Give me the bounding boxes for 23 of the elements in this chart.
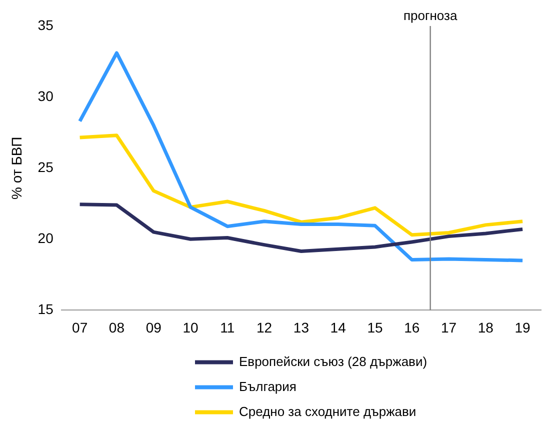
x-tick-label: 14 — [330, 319, 346, 336]
x-tick-label: 08 — [108, 319, 125, 336]
legend-label: България — [239, 378, 296, 394]
legend-label: Европейски съюз (28 държави) — [239, 354, 428, 369]
x-tick-label: 13 — [293, 319, 310, 336]
x-tick-label: 11 — [220, 319, 235, 336]
x-tick-label: 19 — [514, 319, 531, 336]
y-tick-label: 35 — [38, 16, 54, 33]
ref-line-label: прогноза — [403, 8, 458, 24]
x-tick-label: 18 — [478, 319, 494, 336]
x-tick-label: 12 — [256, 319, 272, 336]
y-tick-label: 30 — [38, 88, 54, 104]
x-tick-label: 15 — [367, 319, 383, 336]
x-tick-label: 07 — [72, 319, 88, 336]
legend-label: Средно за сходните държави — [239, 404, 416, 419]
y-axis-title: % от БВП — [8, 136, 24, 200]
x-tick-label: 09 — [146, 319, 162, 336]
y-tick-label: 15 — [38, 301, 54, 318]
y-tick-label: 25 — [38, 158, 54, 175]
x-tick-label: 16 — [404, 319, 420, 336]
x-tick-label: 17 — [440, 319, 457, 336]
x-tick-label: 10 — [182, 319, 198, 336]
y-tick-label: 20 — [38, 230, 54, 246]
